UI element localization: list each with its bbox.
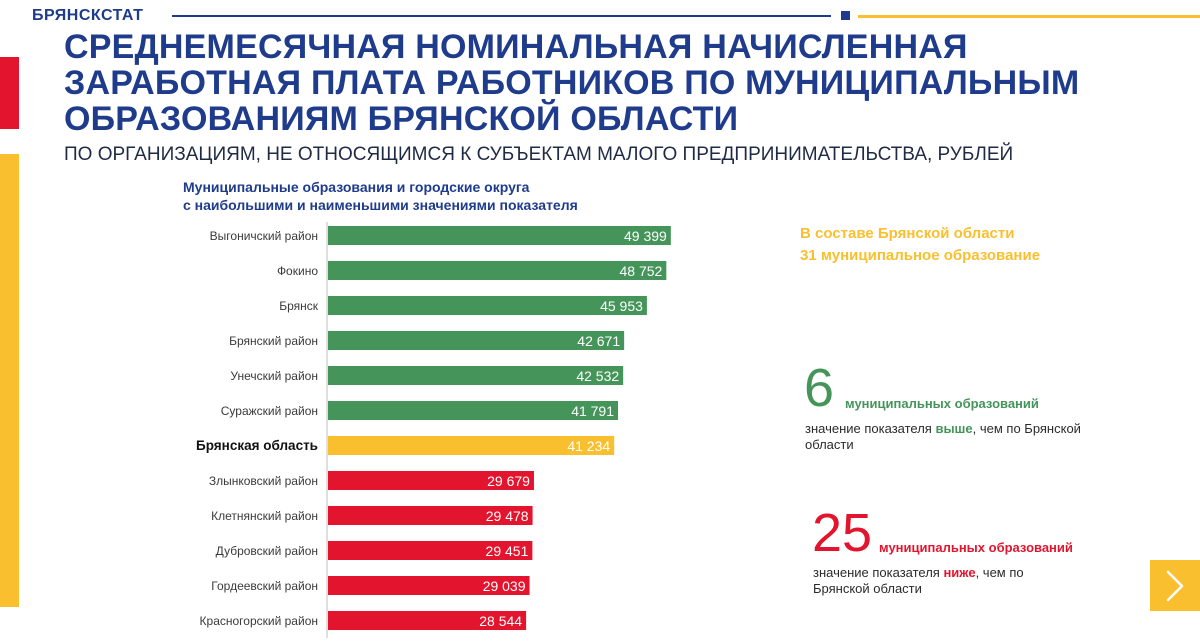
bar-above	[328, 331, 625, 350]
category-label: Суражский район	[221, 404, 318, 418]
header-rule-blue	[172, 15, 831, 17]
value-label: 29 039	[483, 578, 526, 594]
category-label: Клетнянский район	[211, 509, 318, 523]
side-accent-red	[0, 57, 19, 129]
category-label: Брянск	[279, 299, 319, 313]
category-label: Унечский район	[230, 369, 318, 383]
value-label: 45 953	[600, 298, 643, 314]
value-label: 49 399	[624, 228, 667, 244]
page-subtitle: ПО ОРГАНИЗАЦИЯМ, НЕ ОТНОСЯЩИМСЯ К СУБЪЕК…	[64, 144, 1014, 165]
bar-below	[328, 541, 533, 560]
value-label: 42 671	[577, 333, 620, 349]
bar-above	[328, 226, 671, 245]
bar-below	[328, 611, 527, 630]
info-total-line-1: В составе Брянской области	[800, 225, 1015, 242]
next-slide-button[interactable]	[1150, 560, 1200, 611]
value-label: 41 234	[567, 438, 610, 454]
bar-above	[328, 366, 624, 385]
below-count-label: муниципальных образований	[879, 540, 1073, 555]
value-label: 48 752	[620, 263, 663, 279]
bar-above	[328, 401, 619, 420]
below-desc-before: значение показателя	[813, 565, 944, 580]
header-rule-square	[841, 11, 850, 20]
chart-heading-line-2: с наибольшими и наименьшими значениями п…	[183, 197, 578, 213]
chevron-right-icon	[1166, 570, 1184, 601]
value-label: 29 679	[487, 473, 530, 489]
side-accent-yellow	[0, 154, 19, 607]
bar-below	[328, 576, 530, 595]
category-label: Брянская область	[196, 438, 318, 453]
page-title: СРЕДНЕМЕСЯЧНАЯ НОМИНАЛЬНАЯ НАЧИСЛЕННАЯ З…	[64, 28, 1080, 138]
above-desc-bold: выше	[935, 421, 973, 436]
value-label: 42 532	[576, 368, 619, 384]
value-label: 29 451	[486, 543, 529, 559]
brand-logo-text: БРЯНСКСТАТ	[32, 7, 144, 24]
category-label: Дубровский район	[216, 544, 318, 558]
category-label: Злынковский район	[209, 474, 318, 488]
category-label: Красногорский район	[200, 614, 318, 628]
above-count-label: муниципальных образований	[845, 396, 1039, 411]
bar-below	[328, 506, 533, 525]
chart-heading-line-1: Муниципальные образования и городские ок…	[183, 179, 530, 195]
chart-heading: Муниципальные образования и городские ок…	[183, 178, 623, 214]
value-label: 41 791	[571, 403, 614, 419]
value-label: 28 544	[479, 613, 522, 629]
category-label: Гордеевский район	[211, 579, 318, 593]
below-desc-after: , чем по Брянской области	[813, 565, 1024, 596]
below-count: 25	[812, 503, 873, 563]
category-label: Фокино	[277, 264, 318, 278]
value-label: 29 478	[486, 508, 529, 524]
bar-below	[328, 471, 534, 490]
info-total-line-2: 31 муниципальное образование	[800, 247, 1041, 264]
header-rule-yellow	[858, 15, 1200, 18]
category-label: Брянский район	[229, 334, 318, 348]
above-count: 6	[804, 358, 835, 418]
bar-above	[328, 261, 667, 280]
above-desc-after: , чем по Брянской области	[805, 421, 1081, 452]
above-desc-before: значение показателя	[805, 421, 936, 436]
bar-above	[328, 296, 647, 315]
bar-region	[328, 436, 615, 455]
below-description: значение показателя ниже, чем по Брянско…	[813, 565, 1073, 597]
info-total: В составе Брянской области 31 муниципаль…	[800, 223, 1040, 267]
below-desc-bold: ниже	[943, 565, 976, 580]
category-label: Выгоничский район	[210, 229, 318, 243]
above-description: значение показателя выше, чем по Брянско…	[805, 421, 1115, 453]
